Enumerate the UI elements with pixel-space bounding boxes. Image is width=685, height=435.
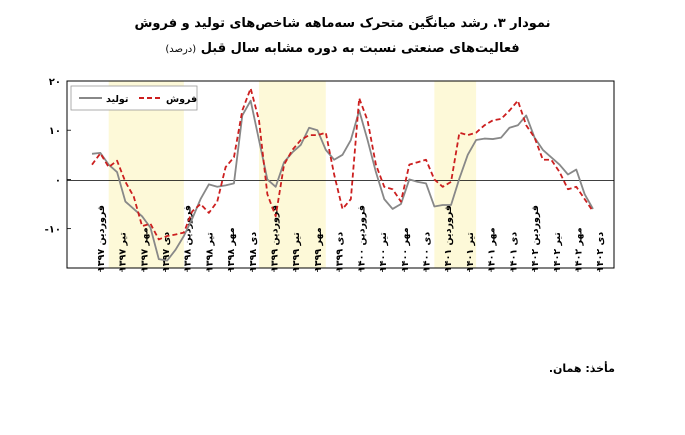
y-tick-label: ۲۰ xyxy=(49,77,61,88)
shaded-period-0 xyxy=(108,81,184,268)
shaded-period-1 xyxy=(259,81,326,268)
x-tick-label: دی ۱۳۹۹ xyxy=(335,232,346,272)
x-tick-label: دی ۱۳۹۸ xyxy=(248,232,259,272)
x-tick-label: مهر ۱۳۹۷ xyxy=(139,227,150,272)
x-tick-label: تیر ۱۳۹۹ xyxy=(291,232,302,272)
x-tick-label: تیر ۱۴۰۰ xyxy=(378,232,389,272)
y-axis: ۲۰ ۱۰ ۰ -۱۰ xyxy=(45,77,71,236)
x-tick-label: فروردین ۱۳۹۷ xyxy=(96,205,107,272)
x-axis: فروردین ۱۳۹۷ تیر ۱۳۹۷ مهر ۱۳۹۷ دی ۱۳۹۷ فرورد… xyxy=(96,205,606,272)
x-tick-label: فروردین ۱۴۰۱ xyxy=(443,205,454,272)
series-line-0 xyxy=(91,99,594,262)
chart-title-text: فعالیت‌های صنعتی نسبت به دوره مشابه سال … xyxy=(200,41,520,56)
x-tick-label: فروردین ۱۴۰۲ xyxy=(530,205,541,272)
x-tick-label: مهر ۱۴۰۲ xyxy=(573,227,584,272)
x-tick-label: تیر ۱۴۰۲ xyxy=(552,232,563,272)
x-tick-label: تیر ۱۳۹۷ xyxy=(118,232,129,272)
x-tick-label: مهر ۱۴۰۰ xyxy=(400,227,411,272)
x-tick-label: دی ۱۴۰۲ xyxy=(595,232,606,272)
series-line-1 xyxy=(91,87,594,241)
x-tick-label: دی ۱۳۹۷ xyxy=(161,232,172,272)
plot-frame xyxy=(66,80,615,269)
source-note: مأخذ: همان. xyxy=(548,362,615,375)
shaded-period-2 xyxy=(434,81,477,268)
x-tick-label: فروردین ۱۳۹۹ xyxy=(270,205,281,272)
series-lines xyxy=(91,87,594,262)
y-tick-label: ۰ xyxy=(55,175,61,186)
legend-label-sales: فروش xyxy=(166,94,197,105)
x-tick-label: مهر ۱۳۹۹ xyxy=(313,227,324,272)
x-tick-label: فروردین ۱۴۰۰ xyxy=(356,205,367,272)
chart-unit: (درصد) xyxy=(165,44,197,55)
legend-label-production: تولید xyxy=(106,94,128,105)
y-tick-label: ۱۰ xyxy=(49,126,61,137)
chart-title-line-2: فعالیت‌های صنعتی نسبت به دوره مشابه سال … xyxy=(0,41,685,56)
legend: تولید فروش xyxy=(70,85,198,111)
y-tick-label: -۱۰ xyxy=(45,225,61,236)
x-tick-label: دی ۱۴۰۰ xyxy=(422,232,433,272)
chart-title-line-1: نمودار ۳. رشد میانگین متحرک سه‌ماهه شاخص… xyxy=(134,16,551,31)
x-tick-label: فروردین ۱۳۹۸ xyxy=(183,205,194,272)
x-tick-label: دی ۱۴۰۱ xyxy=(508,232,519,272)
x-tick-label: تیر ۱۳۹۸ xyxy=(204,232,215,272)
x-tick-label: تیر ۱۴۰۱ xyxy=(465,232,476,272)
x-tick-label: مهر ۱۴۰۱ xyxy=(487,227,498,272)
shaded-periods xyxy=(108,81,477,268)
x-tick-label: مهر ۱۳۹۸ xyxy=(226,227,237,272)
